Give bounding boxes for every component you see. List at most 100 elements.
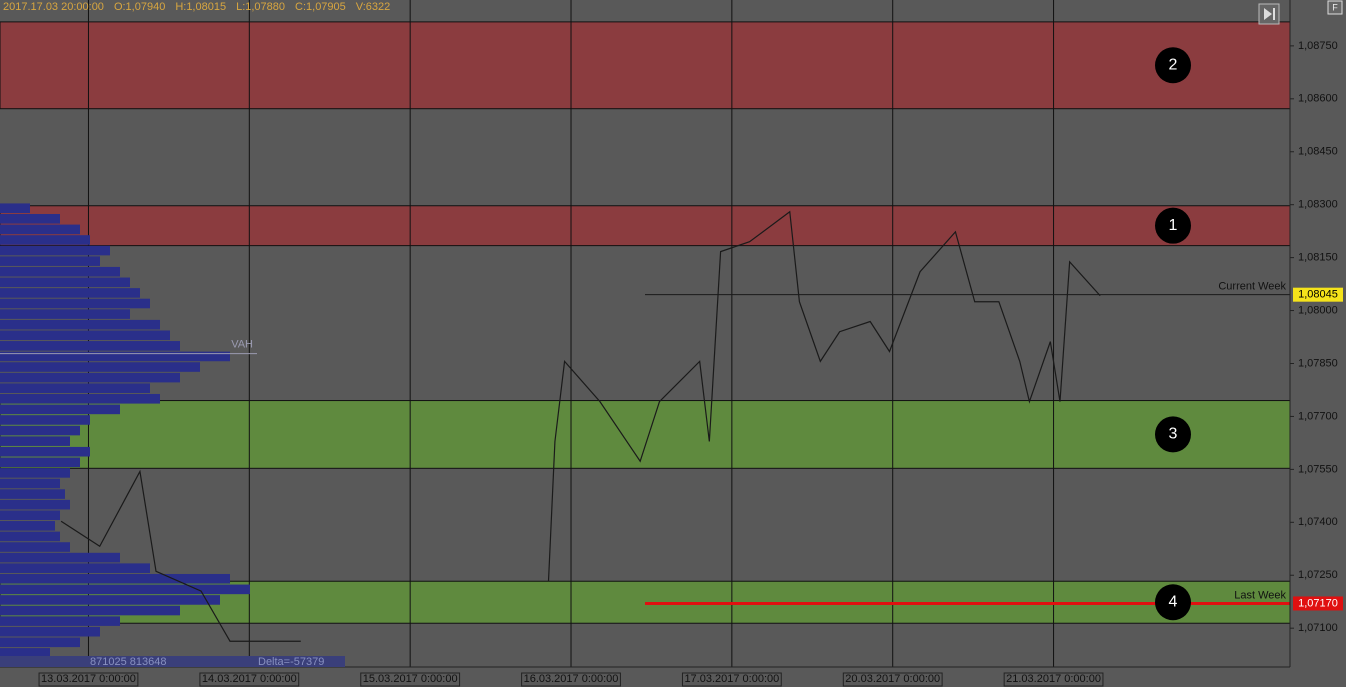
x-tick-box (521, 672, 621, 687)
footer-box (0, 656, 345, 667)
zone-badge (1155, 47, 1191, 84)
y-tick-label: 1,07550 (1298, 463, 1338, 475)
profile-bar (0, 563, 150, 573)
header-info: V:6322 (356, 1, 390, 13)
profile-bar (0, 521, 55, 531)
header-info: L:1,07880 (236, 1, 285, 13)
scroll-end-icon (1264, 8, 1275, 20)
profile-bar (0, 499, 70, 510)
x-tick-label: 15.03.2017 0:00:00 (363, 673, 458, 685)
y-tick-label: 1,08450 (1298, 146, 1338, 158)
profile-bar (0, 256, 100, 266)
y-tick-label: 1,08600 (1298, 93, 1338, 105)
level-tag (1293, 596, 1343, 611)
y-tick-label: 1,08000 (1298, 304, 1338, 316)
x-tick-box (681, 672, 782, 687)
price-axis (1290, 0, 1346, 687)
profile-bar (0, 309, 130, 319)
x-tick-box (842, 672, 943, 687)
profile-bar (0, 393, 160, 404)
zone-badge (1155, 416, 1191, 453)
profile-bar (0, 224, 80, 235)
profile-bar (0, 616, 120, 626)
profile-bar (0, 510, 60, 521)
y-tick-label: 1,08150 (1298, 252, 1338, 264)
y-tick-label: 1,07100 (1298, 622, 1338, 634)
x-tick-label: 16.03.2017 0:00:00 (524, 673, 619, 685)
zone-badge (1155, 207, 1191, 244)
header-info: C:1,07905 (295, 1, 346, 13)
profile-bar (0, 468, 70, 478)
profile-bar (0, 404, 120, 415)
profile-bar (0, 214, 60, 224)
vah-label: VAH (231, 339, 253, 351)
profile-bar (0, 415, 90, 425)
profile-bar (0, 584, 250, 595)
profile-bar (0, 277, 130, 288)
footer-delta: Delta=-57379 (258, 656, 324, 668)
level-tag-label: 1,08045 (1298, 289, 1338, 301)
profile-bar (0, 478, 60, 489)
profile-bar (0, 648, 50, 658)
y-tick-label: 1,07400 (1298, 516, 1338, 528)
profile-bar (0, 542, 70, 552)
zone (0, 21, 1291, 110)
x-tick-label: 20.03.2017 0:00:00 (845, 673, 940, 685)
profile-bar (0, 330, 170, 341)
x-tick-box (360, 672, 461, 687)
level-tag (1293, 287, 1343, 302)
zone-badge (1155, 584, 1191, 621)
zone-number: 3 (1169, 426, 1178, 443)
settings-button[interactable] (1327, 0, 1343, 15)
profile-bar (0, 298, 150, 309)
x-tick-box (1003, 672, 1104, 687)
header-info: O:1,07940 (114, 1, 165, 13)
profile-bar (0, 245, 110, 256)
profile-bar (0, 235, 90, 245)
header-info: 2017.17.03 20:00:00 (3, 1, 104, 13)
profile-bar (0, 288, 140, 298)
settings-icon: F (1332, 2, 1338, 12)
footer-volumes: 871025 813648 (90, 656, 166, 668)
profile-bar (0, 531, 60, 542)
x-tick-label: 21.03.2017 0:00:00 (1006, 673, 1101, 685)
profile-bar (0, 626, 100, 637)
profile-bar (0, 573, 230, 584)
zone-number: 4 (1169, 593, 1178, 610)
profile-bar (0, 605, 180, 616)
profile-bar (0, 351, 230, 362)
profile-bar (0, 362, 200, 372)
profile-bar (0, 341, 180, 351)
profile-bar (0, 446, 90, 457)
y-tick-label: 1,07850 (1298, 357, 1338, 369)
header-info: H:1,08015 (175, 1, 226, 13)
zone (0, 400, 1291, 469)
y-tick-label: 1,08300 (1298, 199, 1338, 211)
x-tick-label: 17.03.2017 0:00:00 (684, 673, 779, 685)
y-tick-label: 1,07250 (1298, 569, 1338, 581)
zone-number: 1 (1169, 217, 1178, 234)
zone-number: 2 (1169, 57, 1178, 74)
profile-bar (0, 425, 80, 436)
plot-area: VAH Current Week Last Week (0, 0, 1291, 667)
profile-bar (0, 319, 160, 330)
price-line (60, 210, 1101, 642)
level-name: Current Week (1218, 281, 1286, 293)
profile-bar (0, 203, 30, 214)
profile-bar (0, 552, 120, 563)
profile-bar (0, 436, 70, 446)
x-tick-label: 14.03.2017 0:00:00 (202, 673, 297, 685)
zone (0, 205, 1291, 247)
profile-bar (0, 637, 80, 648)
x-tick-box (38, 672, 139, 687)
y-tick-label: 1,08750 (1298, 40, 1338, 52)
y-tick-label: 1,07700 (1298, 410, 1338, 422)
level-name: Last Week (1234, 589, 1286, 601)
profile-bar (0, 595, 220, 605)
level-tag-label: 1,07170 (1298, 597, 1338, 609)
x-tick-box (199, 672, 300, 687)
profile-bar (0, 372, 180, 383)
x-tick-label: 13.03.2017 0:00:00 (41, 673, 136, 685)
